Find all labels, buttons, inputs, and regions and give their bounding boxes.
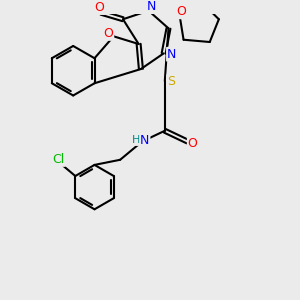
Text: S: S <box>167 75 175 88</box>
Text: O: O <box>95 1 105 14</box>
Text: O: O <box>103 27 113 40</box>
Text: N: N <box>147 0 156 13</box>
Text: Cl: Cl <box>53 153 65 166</box>
Text: O: O <box>176 5 186 18</box>
Text: N: N <box>140 134 150 147</box>
Text: H: H <box>132 135 140 145</box>
Text: N: N <box>167 48 176 61</box>
Text: O: O <box>188 137 198 150</box>
